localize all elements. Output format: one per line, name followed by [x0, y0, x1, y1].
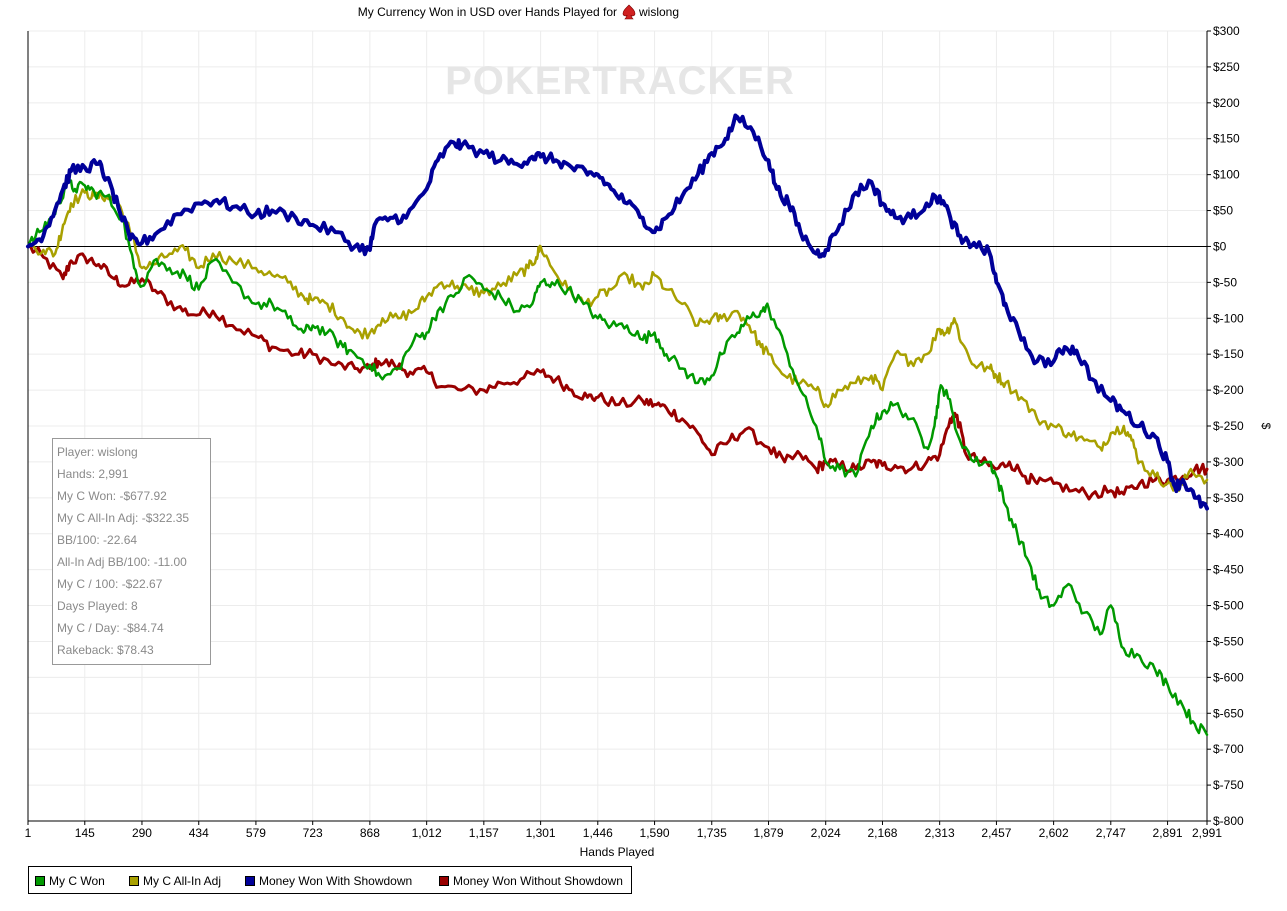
watermark: POKERTRACKER: [445, 59, 795, 103]
chart-title-prefix: My Currency Won in USD over Hands Played…: [358, 5, 617, 19]
x-tick-label: 1,879: [754, 826, 784, 840]
legend-swatch-allin-adj: [129, 875, 139, 886]
x-tick-label: 2,602: [1039, 826, 1069, 840]
y-tick-label: $-500: [1213, 599, 1244, 613]
y-tick-label: $-650: [1213, 706, 1244, 720]
y-tick-label: $-400: [1213, 527, 1244, 541]
x-tick-label: 2,313: [925, 826, 955, 840]
legend-item-allin-adj[interactable]: My C All-In Adj: [129, 874, 221, 888]
legend-label: My C Won: [49, 874, 105, 888]
y-tick-label: $-750: [1213, 778, 1244, 792]
y-tick-label: $0: [1213, 239, 1227, 253]
legend-item-my-c-won[interactable]: My C Won: [35, 874, 105, 888]
legend-label: Money Won With Showdown: [259, 874, 413, 888]
x-tick-label: 145: [75, 826, 95, 840]
stats-won: My C Won: -$677.92: [57, 489, 167, 503]
stats-player: Player: wislong: [57, 445, 138, 459]
legend-label: My C All-In Adj: [143, 874, 222, 888]
x-tick-label: 2,891: [1153, 826, 1183, 840]
x-tick-label: 2,024: [811, 826, 841, 840]
stats-allin-bb100: All-In Adj BB/100: -11.00: [57, 555, 187, 569]
legend-item-with-showdown[interactable]: Money Won With Showdown: [245, 874, 412, 888]
y-tick-label: $-550: [1213, 634, 1244, 648]
x-axis: 1 145 290 434 579 723 868 1,012 1,157 1,301 1,446 1…: [25, 821, 1222, 840]
y-tick-label: $-700: [1213, 742, 1244, 756]
x-tick-label: 2,747: [1096, 826, 1126, 840]
x-tick-label: 1: [25, 826, 32, 840]
x-tick-label: 1,446: [583, 826, 613, 840]
y-tick-label: $-800: [1213, 814, 1244, 828]
y-tick-label: $-150: [1213, 347, 1244, 361]
y-tick-label: $-300: [1213, 455, 1244, 469]
legend-swatch-my-c-won: [35, 875, 45, 886]
y-tick-label: $150: [1213, 132, 1240, 146]
x-tick-label: 2,168: [867, 826, 897, 840]
x-tick-label: 1,157: [469, 826, 499, 840]
legend-swatch-with-showdown: [245, 875, 255, 886]
chart-title-player: wislong: [638, 5, 679, 19]
y-tick-label: $-200: [1213, 383, 1244, 397]
stats-rakeback: Rakeback: $78.43: [57, 643, 154, 657]
y-tick-label: $100: [1213, 168, 1240, 182]
y-tick-label: $-50: [1213, 275, 1237, 289]
x-tick-label: 434: [189, 826, 209, 840]
legend-item-without-showdown[interactable]: Money Won Without Showdown: [439, 874, 623, 888]
x-tick-label: 2,991: [1192, 826, 1222, 840]
legend-swatch-without-showdown: [439, 875, 449, 886]
stats-per100: My C / 100: -$22.67: [57, 577, 163, 591]
x-tick-label: 290: [132, 826, 152, 840]
y-tick-label: $50: [1213, 204, 1233, 218]
y-tick-label: $-450: [1213, 563, 1244, 577]
grid-layer: [28, 30, 1207, 822]
series-line-money-won-without-showdown: [26, 245, 1209, 501]
x-tick-label: 1,590: [640, 826, 670, 840]
chart-title: My Currency Won in USD over Hands Played…: [358, 4, 679, 20]
series-line-my-c-won: [26, 176, 1209, 737]
y-axis: $300 $250 $200 $150 $100 $50 $0 $-50 $-100 $-150 $…: [1207, 24, 1244, 828]
stats-hands: Hands: 2,991: [57, 467, 129, 481]
y-axis-label: $: [1259, 423, 1273, 430]
spade-suit-icon: [622, 4, 636, 20]
y-tick-label: $300: [1213, 24, 1240, 38]
legend-label: Money Won Without Showdown: [453, 874, 623, 888]
stats-allin-adj: My C All-In Adj: -$322.35: [57, 511, 190, 525]
x-tick-label: 723: [303, 826, 323, 840]
y-tick-label: $250: [1213, 60, 1240, 74]
y-tick-label: $-350: [1213, 491, 1244, 505]
stats-bb100: BB/100: -22.64: [57, 533, 138, 547]
x-tick-label: 1,301: [526, 826, 556, 840]
y-tick-label: $-600: [1213, 670, 1244, 684]
player-stats-box: Player: wislong Hands: 2,991 My C Won: -…: [52, 438, 211, 665]
x-axis-label: Hands Played: [580, 845, 655, 859]
series-layer: [26, 113, 1209, 737]
y-tick-label: $200: [1213, 96, 1240, 110]
x-tick-label: 2,457: [981, 826, 1011, 840]
y-tick-label: $-250: [1213, 419, 1244, 433]
y-tick-label: $-100: [1213, 311, 1244, 325]
chart-legend: My C Won My C All-In Adj Money Won With …: [28, 866, 632, 894]
x-tick-label: 1,012: [412, 826, 442, 840]
stats-days: Days Played: 8: [57, 599, 138, 613]
stats-per-day: My C / Day: -$84.74: [57, 621, 164, 635]
x-tick-label: 868: [360, 826, 380, 840]
series-line-money-won-with-showdown: [26, 113, 1209, 511]
x-tick-label: 579: [246, 826, 266, 840]
x-tick-label: 1,735: [697, 826, 727, 840]
